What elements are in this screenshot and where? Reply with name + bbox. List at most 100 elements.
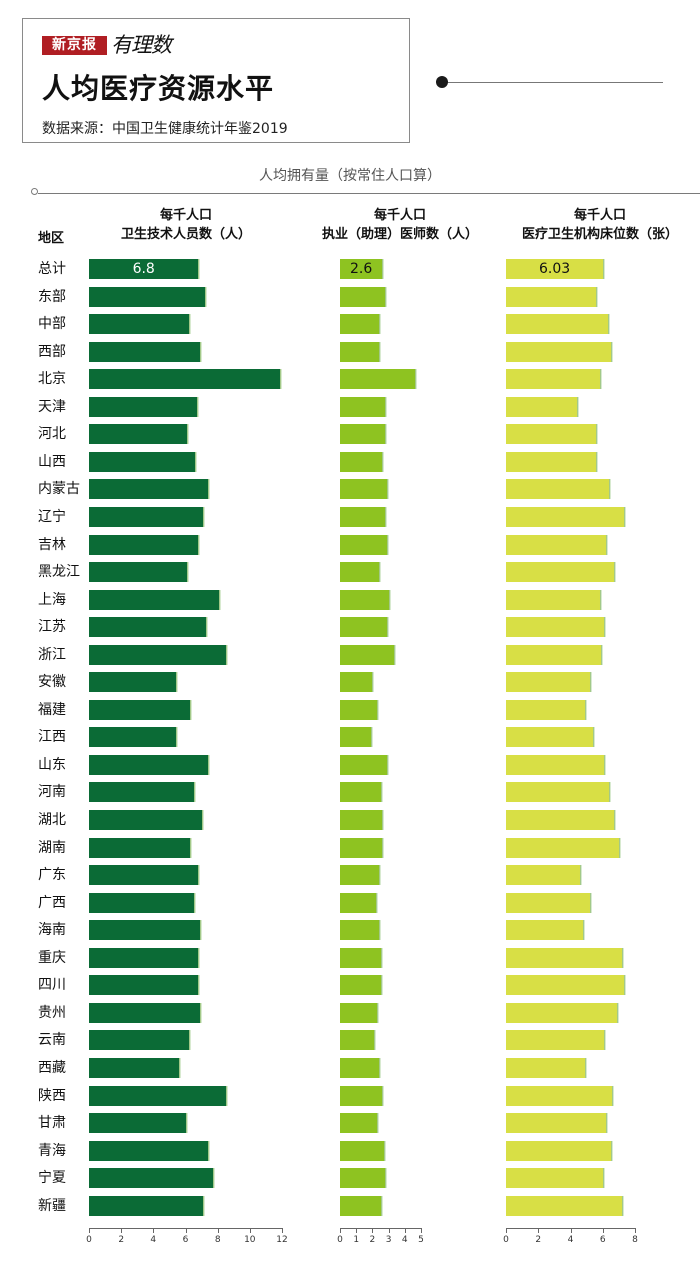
region-label: 浙江 xyxy=(38,646,66,663)
region-label: 新疆 xyxy=(38,1197,66,1214)
bar-3 xyxy=(506,396,577,417)
bar-1 xyxy=(89,1030,189,1051)
bar-3 xyxy=(506,672,590,693)
bar-1 xyxy=(89,617,207,638)
value-label: 2.6 xyxy=(350,261,373,277)
region-label: 上海 xyxy=(38,591,66,608)
bar-2 xyxy=(340,644,394,665)
bar-3 xyxy=(506,920,584,941)
x-axis-tick xyxy=(538,1228,540,1233)
bar-1 xyxy=(89,314,189,335)
region-label: 山东 xyxy=(38,756,66,773)
bar-2 xyxy=(340,920,379,941)
bar-1 xyxy=(89,534,199,555)
bar-3 xyxy=(506,837,619,858)
x-axis-tick-label: 6 xyxy=(182,1235,189,1245)
region-label: 中部 xyxy=(38,316,66,333)
region-label: 广东 xyxy=(38,867,66,884)
bar-2 xyxy=(340,837,383,858)
bar-3 xyxy=(506,617,605,638)
column-header-beds: 每千人口 医疗卫生机构床位数（张） xyxy=(500,206,700,244)
bar-3 xyxy=(506,727,594,748)
region-column-header: 地区 xyxy=(38,231,65,246)
x-axis-tick-label: 2 xyxy=(118,1235,125,1245)
region-label: 云南 xyxy=(38,1032,66,1049)
x-axis-tick-label: 4 xyxy=(567,1235,574,1245)
region-label: 湖南 xyxy=(38,839,66,856)
bar-3 xyxy=(506,369,600,390)
bar-1 xyxy=(89,259,199,279)
bar-1 xyxy=(89,1195,204,1216)
bar-3 xyxy=(506,506,624,527)
region-label: 吉林 xyxy=(38,536,66,553)
bar-3 xyxy=(506,810,614,830)
x-axis-tick-label: 8 xyxy=(632,1235,638,1245)
x-axis-tick-label: 5 xyxy=(418,1235,424,1245)
bar-3 xyxy=(506,1057,585,1078)
x-axis-tick xyxy=(421,1228,422,1233)
bar-2 xyxy=(340,754,387,775)
bar-2 xyxy=(340,782,381,803)
bar-1 xyxy=(89,920,200,941)
bar-2 xyxy=(340,1113,378,1134)
bar-3 xyxy=(506,782,610,803)
bar-2 xyxy=(340,727,371,748)
region-label: 河北 xyxy=(38,426,66,443)
region-label: 安徽 xyxy=(38,674,66,691)
bar-1 xyxy=(89,1168,213,1189)
bar-1 xyxy=(89,644,226,665)
bar-3 xyxy=(506,1030,605,1051)
column-header-line2: 医疗卫生机构床位数（张） xyxy=(521,227,678,242)
x-axis-tick xyxy=(282,1228,283,1233)
x-axis-tick-label: 4 xyxy=(150,1235,157,1245)
bar-2 xyxy=(340,617,387,638)
region-label: 西藏 xyxy=(38,1059,66,1076)
region-label: 黑龙江 xyxy=(38,564,80,581)
bar-2 xyxy=(340,1085,383,1106)
bar-2 xyxy=(340,810,383,830)
region-label: 海南 xyxy=(38,922,66,939)
value-label: 6.8 xyxy=(132,261,155,277)
bar-2 xyxy=(340,479,387,500)
x-axis-tick-label: 1 xyxy=(353,1235,360,1245)
region-label: 山西 xyxy=(38,453,66,470)
column-header-line1: 每千人口 xyxy=(373,208,426,223)
bar-2 xyxy=(340,672,373,693)
bar-2 xyxy=(340,534,387,555)
region-label: 重庆 xyxy=(38,949,66,966)
bar-3 xyxy=(506,259,604,279)
bar-3 xyxy=(506,534,606,555)
bar-1 xyxy=(89,1085,226,1106)
bar-2 xyxy=(340,699,378,720)
x-axis-tick-label: 0 xyxy=(337,1235,343,1245)
bar-2 xyxy=(340,1168,386,1189)
bar-2 xyxy=(340,892,376,913)
x-axis-tick-label: 0 xyxy=(86,1235,92,1245)
bar-2 xyxy=(340,341,379,362)
region-label: 河南 xyxy=(38,784,66,801)
x-axis-tick xyxy=(570,1228,572,1233)
x-axis-tick xyxy=(602,1228,604,1233)
x-axis-tick xyxy=(635,1228,636,1233)
region-label: 陕西 xyxy=(38,1087,66,1104)
region-label: 总计 xyxy=(38,261,66,277)
bar-1 xyxy=(89,589,220,610)
bar-3 xyxy=(506,341,611,362)
bar-2 xyxy=(340,314,379,335)
bar-1 xyxy=(89,837,191,858)
bar-3 xyxy=(506,1195,623,1216)
bar-3 xyxy=(506,1085,613,1106)
bar-1 xyxy=(89,424,188,445)
column-header-line2: 卫生技术人员数（人） xyxy=(120,227,251,242)
bar-1 xyxy=(89,727,176,748)
x-axis-tick-label: 12 xyxy=(276,1235,288,1245)
bar-2 xyxy=(340,1140,384,1161)
bar-2 xyxy=(340,259,383,279)
bar-1 xyxy=(89,1002,200,1023)
bar-3 xyxy=(506,1140,611,1161)
bar-2 xyxy=(340,865,379,886)
bar-3 xyxy=(506,589,600,610)
bar-1 xyxy=(89,341,200,362)
x-axis-line xyxy=(340,1228,422,1229)
bar-1 xyxy=(89,369,281,390)
